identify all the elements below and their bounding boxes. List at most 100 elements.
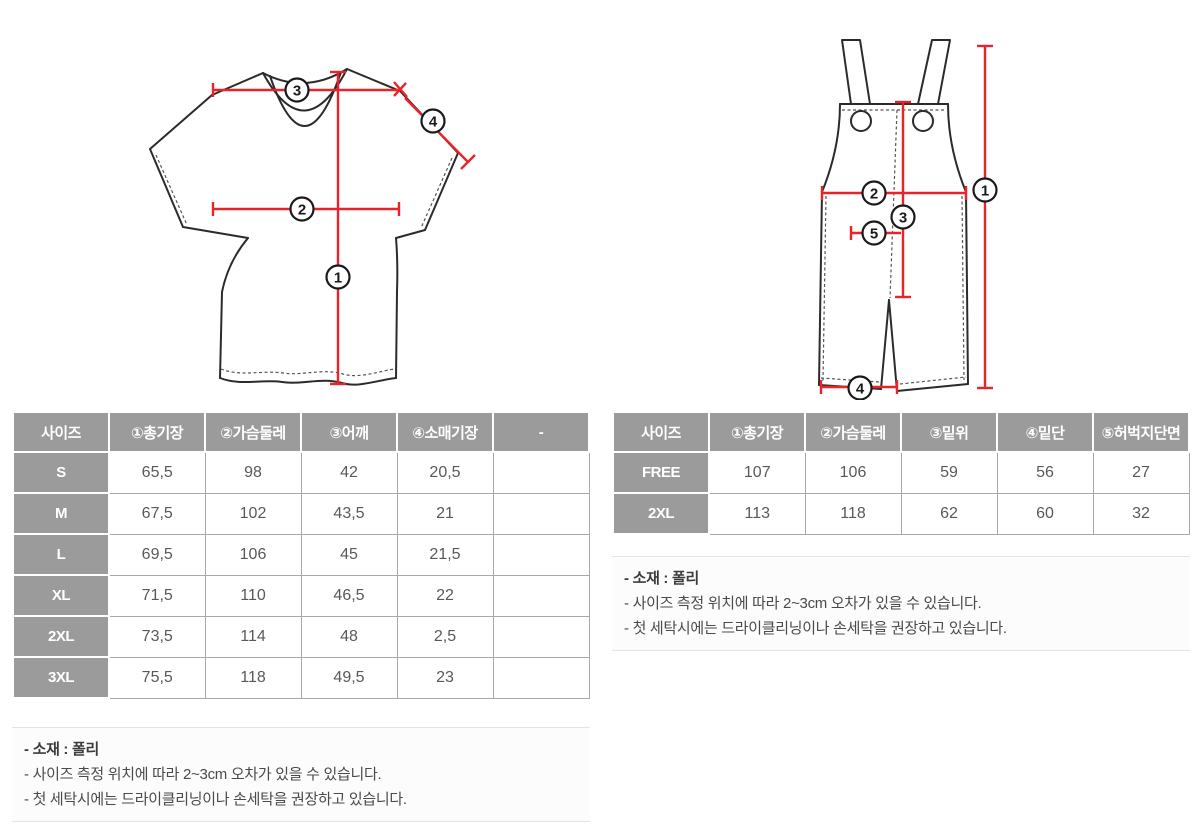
measurement-cell: 106 xyxy=(804,451,902,494)
measurement-cell: 60 xyxy=(996,492,1094,535)
table-row: L 69,5 106 45 21,5 xyxy=(12,533,590,576)
svg-text:3: 3 xyxy=(293,83,301,100)
size-label: S xyxy=(12,451,110,494)
svg-text:1: 1 xyxy=(981,183,989,200)
overalls-measurement-diagram: 1 2 3 5 4 xyxy=(818,39,998,400)
measurement-cell: 98 xyxy=(204,451,302,494)
tolerance-note: - 사이즈 측정 위치에 따라 2~3cm 오차가 있을 수 있습니다. xyxy=(624,595,982,612)
measurement-cell: 43,5 xyxy=(300,492,398,535)
column-header: ①총기장 xyxy=(708,411,806,453)
measurement-cell: 46,5 xyxy=(300,574,398,617)
measurement-cell: 27 xyxy=(1092,451,1190,494)
overalls-right-strap xyxy=(917,39,951,105)
column-header: ②가슴둘레 xyxy=(804,411,902,453)
tshirt-measurement-diagram: 3 4 2 1 xyxy=(149,68,476,386)
overalls-label-1: 1 xyxy=(972,177,998,203)
measurement-cell: 75,5 xyxy=(108,656,206,699)
measurement-cell: 22 xyxy=(396,574,494,617)
measurement-cell xyxy=(492,533,590,576)
measurement-cell xyxy=(492,656,590,699)
tshirt-label-3: 3 xyxy=(284,77,310,103)
right-side-stitch xyxy=(961,195,965,381)
measurement-cell xyxy=(492,451,590,494)
measurement-cell: 45 xyxy=(300,533,398,576)
table-row: M 67,5 102 43,5 21 xyxy=(12,492,590,535)
size-label: 3XL xyxy=(12,656,110,699)
measurement-cell: 65,5 xyxy=(108,451,206,494)
size-label: L xyxy=(12,533,110,576)
measurement-cell: 110 xyxy=(204,574,302,617)
center-seam-stitch xyxy=(889,109,898,299)
right-button xyxy=(912,110,934,132)
measurement-cell: 118 xyxy=(204,656,302,699)
header-row: 사이즈 ①총기장 ②가슴둘레 ③밑위 ④밑단 ⑤허벅지단면 xyxy=(612,411,1190,453)
measurement-cell: 114 xyxy=(204,615,302,658)
table-row: FREE 107 106 59 56 27 xyxy=(612,451,1190,494)
overalls-label-3: 3 xyxy=(890,204,916,230)
measurement-cell: 69,5 xyxy=(108,533,206,576)
overalls-size-table: 사이즈 ①총기장 ②가슴둘레 ③밑위 ④밑단 ⑤허벅지단면 FREE 107 106 59 56 27… xyxy=(612,411,1190,535)
overalls-left-strap xyxy=(841,39,871,105)
header-row: 사이즈 ①총기장 ②가슴둘레 ③어깨 ④소매기장 - xyxy=(12,411,590,453)
material-note: - 소재 : 폴리 xyxy=(624,570,699,587)
svg-text:2: 2 xyxy=(298,202,306,219)
column-header: ②가슴둘레 xyxy=(204,411,302,453)
measurement-cell: 56 xyxy=(996,451,1094,494)
measurement-cell xyxy=(492,615,590,658)
svg-text:4: 4 xyxy=(429,114,438,131)
tshirt-hem-stitch xyxy=(220,368,396,377)
measurement-cell: 73,5 xyxy=(108,615,206,658)
measurement-cell: 21 xyxy=(396,492,494,535)
garment-diagrams: 3 4 2 1 xyxy=(149,39,998,400)
measurement-cell: 71,5 xyxy=(108,574,206,617)
measurement-cell: 49,5 xyxy=(300,656,398,699)
svg-text:2: 2 xyxy=(870,186,878,203)
svg-text:1: 1 xyxy=(334,270,342,287)
tshirt-label-1: 1 xyxy=(325,264,351,290)
table-row: XL 71,5 110 46,5 22 xyxy=(12,574,590,617)
washing-note: - 첫 세탁시에는 드라이클리닝이나 손세탁을 권장하고 있습니다. xyxy=(24,791,407,808)
svg-text:5: 5 xyxy=(870,226,878,243)
column-header: - xyxy=(492,411,590,453)
measurement-cell: 102 xyxy=(204,492,302,535)
measurement-cell: 48 xyxy=(300,615,398,658)
column-header: ⑤허벅지단면 xyxy=(1092,411,1190,453)
left-button xyxy=(850,110,872,132)
table-row: 2XL 73,5 114 48 2,5 xyxy=(12,615,590,658)
tshirt-size-table: 사이즈 ①총기장 ②가슴둘레 ③어깨 ④소매기장 - S 65,5 98 42 20,5 M 67,5 1… xyxy=(12,411,590,699)
washing-note: - 첫 세탁시에는 드라이클리닝이나 손세탁을 권장하고 있습니다. xyxy=(624,620,1007,637)
measurement-cell: 62 xyxy=(900,492,998,535)
column-header: ③밑위 xyxy=(900,411,998,453)
tshirt-label-2: 2 xyxy=(289,196,315,222)
right-cuff-stitch xyxy=(420,157,453,229)
measurement-cell: 106 xyxy=(204,533,302,576)
measurement-cell: 113 xyxy=(708,492,806,535)
table-row: 2XL 113 118 62 60 32 xyxy=(612,492,1190,535)
left-cuff-stitch xyxy=(155,154,188,226)
measurement-cell: 59 xyxy=(900,451,998,494)
measurement-cell: 42 xyxy=(300,451,398,494)
svg-text:4: 4 xyxy=(856,381,865,398)
material-note: - 소재 : 폴리 xyxy=(24,741,99,758)
size-label: XL xyxy=(12,574,110,617)
measurement-cell xyxy=(492,492,590,535)
measurement-cell: 107 xyxy=(708,451,806,494)
measurement-cell: 118 xyxy=(804,492,902,535)
column-header: ④밑단 xyxy=(996,411,1094,453)
measurement-cell: 20,5 xyxy=(396,451,494,494)
measurement-cell: 21,5 xyxy=(396,533,494,576)
measurement-cell: 32 xyxy=(1092,492,1190,535)
left-side-stitch xyxy=(822,195,827,382)
tshirt-label-4: 4 xyxy=(420,108,446,134)
tshirt-collar-inner xyxy=(269,71,342,127)
right-hem-stitch xyxy=(899,376,967,385)
tolerance-note: - 사이즈 측정 위치에 따라 2~3cm 오차가 있을 수 있습니다. xyxy=(24,766,382,783)
column-header: 사이즈 xyxy=(612,411,710,453)
measurement-cell: 67,5 xyxy=(108,492,206,535)
tshirt-care-notes: - 소재 : 폴리 - 사이즈 측정 위치에 따라 2~3cm 오차가 있을 수… xyxy=(12,727,590,822)
tshirt-hem xyxy=(219,377,397,386)
left-hem-stitch xyxy=(820,377,880,383)
table-row: 3XL 75,5 118 49,5 23 xyxy=(12,656,590,699)
column-header: ①총기장 xyxy=(108,411,206,453)
